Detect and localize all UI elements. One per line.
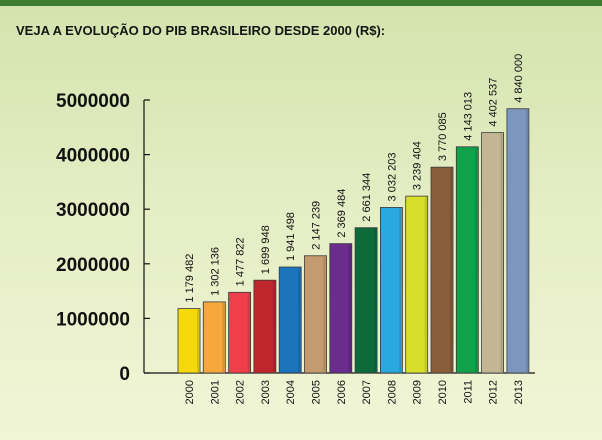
- bar-shade: [247, 293, 250, 372]
- bar: [455, 146, 479, 374]
- bar: [430, 166, 454, 374]
- bar-shade: [222, 302, 225, 372]
- data-label: 1 302 136: [209, 247, 221, 296]
- data-label: 1 941 498: [285, 212, 297, 261]
- bar-shade: [424, 197, 427, 372]
- y-tick-label: 2000000: [56, 255, 130, 276]
- bar: [304, 255, 327, 374]
- bar-shade: [374, 228, 377, 372]
- bar: [278, 266, 302, 374]
- data-label: 3 032 203: [386, 153, 398, 202]
- x-tick-label: 2008: [386, 380, 398, 404]
- y-tick-label: 1000000: [56, 309, 130, 330]
- x-tick-label: 2007: [361, 380, 373, 404]
- y-tick-label: 3000000: [56, 200, 130, 221]
- bar: [228, 291, 252, 374]
- x-tick-label: 2001: [209, 380, 221, 404]
- bar-shade: [525, 109, 528, 373]
- x-tick-label: 2005: [311, 380, 323, 404]
- bar: [379, 207, 403, 374]
- data-label: 2 369 484: [336, 189, 348, 238]
- y-tick-label: 0: [119, 364, 130, 385]
- top-bar: [0, 0, 602, 6]
- x-tick-label: 2010: [437, 380, 449, 404]
- data-label: 4 402 537: [488, 78, 500, 127]
- data-label: 4 840 000: [513, 54, 525, 103]
- bar-shade: [399, 208, 402, 372]
- bar-shade: [348, 244, 351, 372]
- bar: [354, 227, 378, 374]
- y-tick-label: 5000000: [56, 91, 130, 112]
- bar-shade: [323, 256, 326, 372]
- y-tick-label: 4000000: [56, 146, 130, 167]
- x-tick-label: 2009: [412, 380, 424, 404]
- data-label: 2 147 239: [311, 201, 323, 250]
- data-label: 1 179 482: [184, 254, 196, 303]
- x-tick-label: 2003: [260, 380, 272, 404]
- x-tick-label: 2002: [235, 380, 247, 404]
- data-label: 3 239 404: [412, 141, 424, 190]
- bar-shade: [298, 267, 301, 372]
- bar: [253, 279, 277, 374]
- chart-title: VEJA A EVOLUÇÃO DO PIB BRASILEIRO DESDE …: [16, 23, 386, 38]
- bar: [506, 108, 530, 374]
- data-label: 4 143 013: [462, 92, 474, 141]
- bar-shade: [450, 168, 452, 372]
- x-tick-label: 2006: [336, 380, 348, 404]
- bar: [329, 243, 353, 374]
- data-label: 1 699 948: [260, 225, 272, 274]
- x-tick-label: 2004: [285, 380, 297, 404]
- x-tick-label: 2012: [488, 380, 500, 404]
- bar-shade: [500, 133, 503, 372]
- bar-shade: [197, 309, 199, 372]
- bar: [405, 195, 429, 374]
- x-tick-label: 2013: [513, 380, 525, 404]
- bar: [202, 301, 226, 374]
- data-label: 1 477 822: [235, 237, 247, 286]
- x-tick-label: 2000: [184, 380, 196, 404]
- bar: [177, 308, 201, 374]
- data-label: 3 770 085: [437, 112, 449, 161]
- data-label: 2 661 344: [361, 173, 373, 222]
- x-tick-label: 2011: [462, 380, 474, 404]
- bar-shade: [272, 281, 275, 372]
- bar-shade: [475, 147, 478, 372]
- bar: [481, 132, 505, 374]
